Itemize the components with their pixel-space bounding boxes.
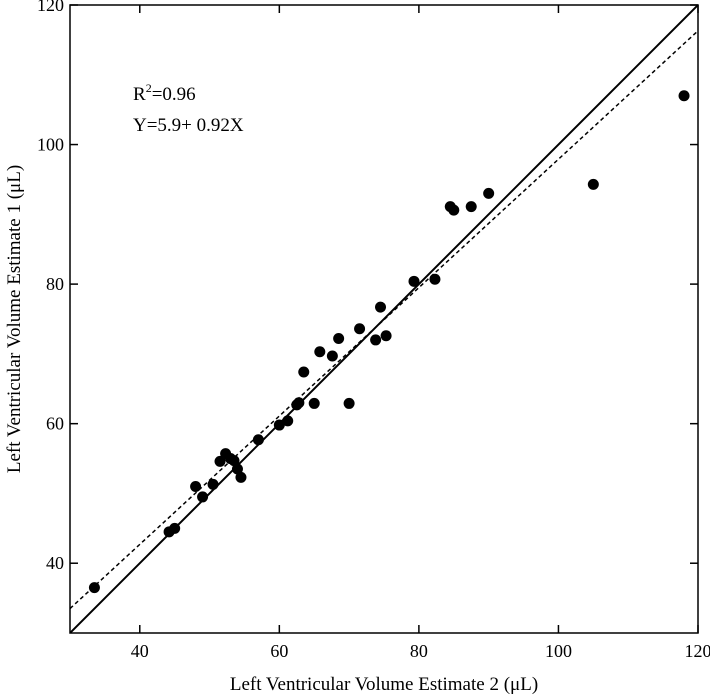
data-point	[343, 397, 355, 409]
annotation-r2: R2=0.96	[133, 81, 196, 105]
data-point	[429, 273, 441, 285]
data-point	[326, 350, 338, 362]
data-point	[169, 522, 181, 534]
annotation-r2-prefix: R	[133, 84, 146, 105]
annotation-r2-superscript: 2	[146, 81, 152, 95]
data-point	[293, 397, 305, 409]
y-tick-label: 80	[46, 274, 64, 294]
data-point	[678, 90, 690, 102]
data-point	[273, 419, 285, 431]
y-axis-label: Left Ventricular Volume Estimate 1 (μL)	[4, 165, 25, 473]
data-point	[354, 323, 366, 335]
data-point	[380, 330, 392, 342]
data-point	[207, 478, 219, 490]
y-tick-label: 120	[37, 0, 64, 15]
x-tick-label: 80	[410, 641, 428, 661]
x-tick-label: 100	[545, 641, 572, 661]
data-point	[483, 187, 495, 199]
data-point	[282, 415, 294, 427]
data-point	[308, 397, 320, 409]
data-point	[88, 582, 100, 594]
data-point	[465, 201, 477, 213]
y-tick-label: 100	[37, 135, 64, 155]
plot-frame	[69, 4, 699, 634]
annotation-r2-value: =0.96	[152, 84, 196, 105]
data-point	[190, 480, 202, 492]
data-point	[408, 275, 420, 287]
data-point	[228, 455, 240, 467]
data-point	[197, 491, 209, 503]
data-point	[448, 204, 460, 216]
data-point	[314, 346, 326, 358]
y-tick-label: 60	[46, 414, 64, 434]
data-point	[375, 301, 387, 313]
regression-fit-line	[70, 30, 698, 610]
data-point	[214, 455, 226, 467]
data-point	[298, 366, 310, 378]
x-axis-label: Left Ventricular Volume Estimate 2 (μL)	[230, 674, 538, 695]
y-tick-label: 40	[46, 553, 64, 573]
data-point	[252, 434, 264, 446]
data-point	[333, 333, 345, 345]
data-point	[587, 178, 599, 190]
x-tick-label: 60	[270, 641, 288, 661]
x-tick-label: 120	[685, 641, 710, 661]
data-point	[231, 463, 243, 475]
data-point	[235, 471, 247, 483]
data-point	[370, 334, 382, 346]
x-tick-label: 40	[131, 641, 149, 661]
annotation-equation: Y=5.9+ 0.92X	[133, 115, 244, 136]
